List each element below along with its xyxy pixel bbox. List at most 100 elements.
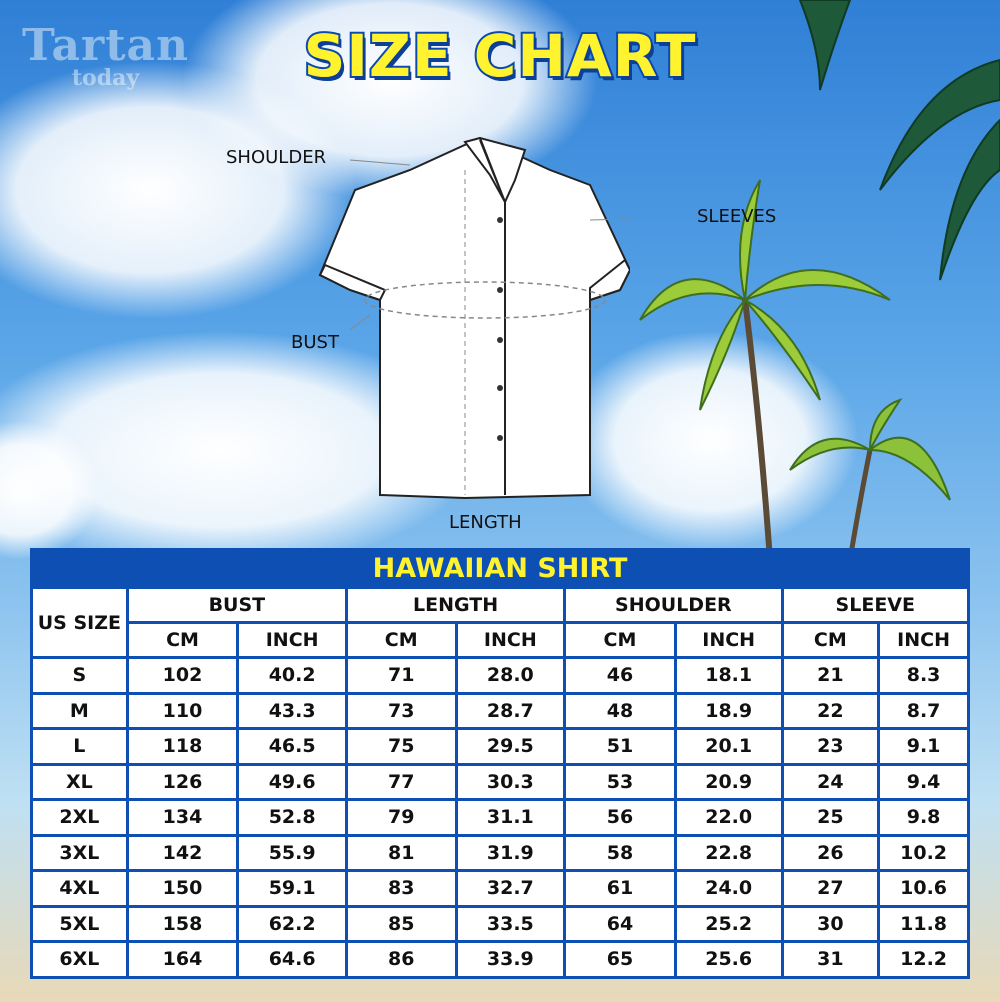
unit-header: CM <box>344 621 458 659</box>
measurement-cell: 29.5 <box>454 727 567 766</box>
measurement-cell: 24.0 <box>673 869 784 908</box>
measurement-cell: 55.9 <box>236 833 348 872</box>
measurement-cell: 31 <box>780 940 881 979</box>
measurement-cell: 33.9 <box>454 940 567 979</box>
table-row: 3XL 142 55.9 81 31.9 58 22.8 26 10.2 <box>30 833 970 872</box>
measurement-cell: 12.2 <box>877 940 970 979</box>
measurement-cell: 59.1 <box>236 869 348 908</box>
measurement-cell: 24 <box>780 762 881 801</box>
measurement-cell: 9.8 <box>877 798 970 837</box>
size-cell: L <box>30 727 129 766</box>
measurement-cell: 11.8 <box>877 904 970 943</box>
column-group-header: SLEEVE <box>780 586 971 624</box>
measurement-cell: 79 <box>344 798 458 837</box>
measurement-cell: 85 <box>344 904 458 943</box>
measurement-cell: 118 <box>125 727 240 766</box>
measurement-cell: 158 <box>125 904 240 943</box>
size-cell: 5XL <box>30 904 129 943</box>
measurement-cell: 30 <box>780 904 881 943</box>
measurement-cell: 64.6 <box>236 940 348 979</box>
measurement-cell: 21 <box>780 656 881 695</box>
column-group-header: BUST <box>125 586 348 624</box>
measurement-cell: 56 <box>563 798 677 837</box>
unit-header: INCH <box>877 621 970 659</box>
measurement-cell: 102 <box>125 656 240 695</box>
length-label: LENGTH <box>449 512 522 533</box>
table-row: 5XL 158 62.2 85 33.5 64 25.2 30 11.8 <box>30 904 970 943</box>
measurement-cell: 33.5 <box>454 904 567 943</box>
measurement-cell: 150 <box>125 869 240 908</box>
measurement-cell: 58 <box>563 833 677 872</box>
unit-header: CM <box>563 621 677 659</box>
measurement-cell: 27 <box>780 869 881 908</box>
us-size-header: US SIZE <box>30 586 129 659</box>
column-group-header: LENGTH <box>344 586 567 624</box>
measurement-cell: 86 <box>344 940 458 979</box>
logo-subtext: today <box>71 65 140 91</box>
measurement-cell: 31.1 <box>454 798 567 837</box>
table-row: XL 126 49.6 77 30.3 53 20.9 24 9.4 <box>30 762 970 801</box>
unit-header: INCH <box>236 621 348 659</box>
shoulder-label: SHOULDER <box>226 147 327 168</box>
measurement-cell: 20.9 <box>673 762 784 801</box>
measurement-cell: 134 <box>125 798 240 837</box>
measurement-cell: 83 <box>344 869 458 908</box>
size-cell: XL <box>30 762 129 801</box>
table-row: S 102 40.2 71 28.0 46 18.1 21 8.3 <box>30 656 970 695</box>
measurement-cell: 25.6 <box>673 940 784 979</box>
measurement-cell: 22.8 <box>673 833 784 872</box>
measurement-cell: 8.7 <box>877 691 970 730</box>
table-row: 4XL 150 59.1 83 32.7 61 24.0 27 10.6 <box>30 869 970 908</box>
measurement-cell: 71 <box>344 656 458 695</box>
page-title: SIZE CHART <box>302 20 698 92</box>
measurement-cell: 23 <box>780 727 881 766</box>
size-cell: 4XL <box>30 869 129 908</box>
measurement-cell: 18.1 <box>673 656 784 695</box>
palm-trees-illustration <box>639 0 1000 560</box>
measurement-cell: 20.1 <box>673 727 784 766</box>
measurement-cell: 9.4 <box>877 762 970 801</box>
measurement-cell: 26 <box>780 833 881 872</box>
measurement-cell: 40.2 <box>236 656 348 695</box>
logo-wordmark: Tartan <box>22 20 190 71</box>
measurement-cell: 22 <box>780 691 881 730</box>
measurement-cell: 48 <box>563 691 677 730</box>
measurement-cell: 22.0 <box>673 798 784 837</box>
measurement-cell: 28.0 <box>454 656 567 695</box>
table-row: 2XL 134 52.8 79 31.1 56 22.0 25 9.8 <box>30 798 970 837</box>
measurement-cell: 25.2 <box>673 904 784 943</box>
measurement-cell: 77 <box>344 762 458 801</box>
measurement-cell: 46.5 <box>236 727 348 766</box>
size-cell: M <box>30 691 129 730</box>
measurement-cell: 61 <box>563 869 677 908</box>
column-group-header: SHOULDER <box>563 586 784 624</box>
shirt-diagram <box>318 136 630 500</box>
measurement-cell: 75 <box>344 727 458 766</box>
measurement-cell: 18.9 <box>673 691 784 730</box>
measurement-cell: 46 <box>563 656 677 695</box>
measurement-cell: 142 <box>125 833 240 872</box>
bust-label: BUST <box>291 332 339 353</box>
tartan-today-logo: Tartan today <box>22 20 189 91</box>
measurement-cell: 43.3 <box>236 691 348 730</box>
measurement-cell: 52.8 <box>236 798 348 837</box>
measurement-cell: 62.2 <box>236 904 348 943</box>
unit-header: INCH <box>454 621 567 659</box>
measurement-cell: 10.6 <box>877 869 970 908</box>
measurement-cell: 164 <box>125 940 240 979</box>
table-row: M 110 43.3 73 28.7 48 18.9 22 8.7 <box>30 691 970 730</box>
measurement-cell: 28.7 <box>454 691 567 730</box>
measurement-cell: 8.3 <box>877 656 970 695</box>
measurement-cell: 31.9 <box>454 833 567 872</box>
size-cell: 6XL <box>30 940 129 979</box>
size-cell: 3XL <box>30 833 129 872</box>
measurement-cell: 126 <box>125 762 240 801</box>
unit-header: INCH <box>673 621 784 659</box>
measurement-cell: 49.6 <box>236 762 348 801</box>
measurement-cell: 30.3 <box>454 762 567 801</box>
measurement-cell: 9.1 <box>877 727 970 766</box>
measurement-cell: 32.7 <box>454 869 567 908</box>
size-table: HAWAIIAN SHIRT US SIZE BUST LENGTH SHOULDE… <box>30 548 971 979</box>
unit-header: CM <box>125 621 240 659</box>
